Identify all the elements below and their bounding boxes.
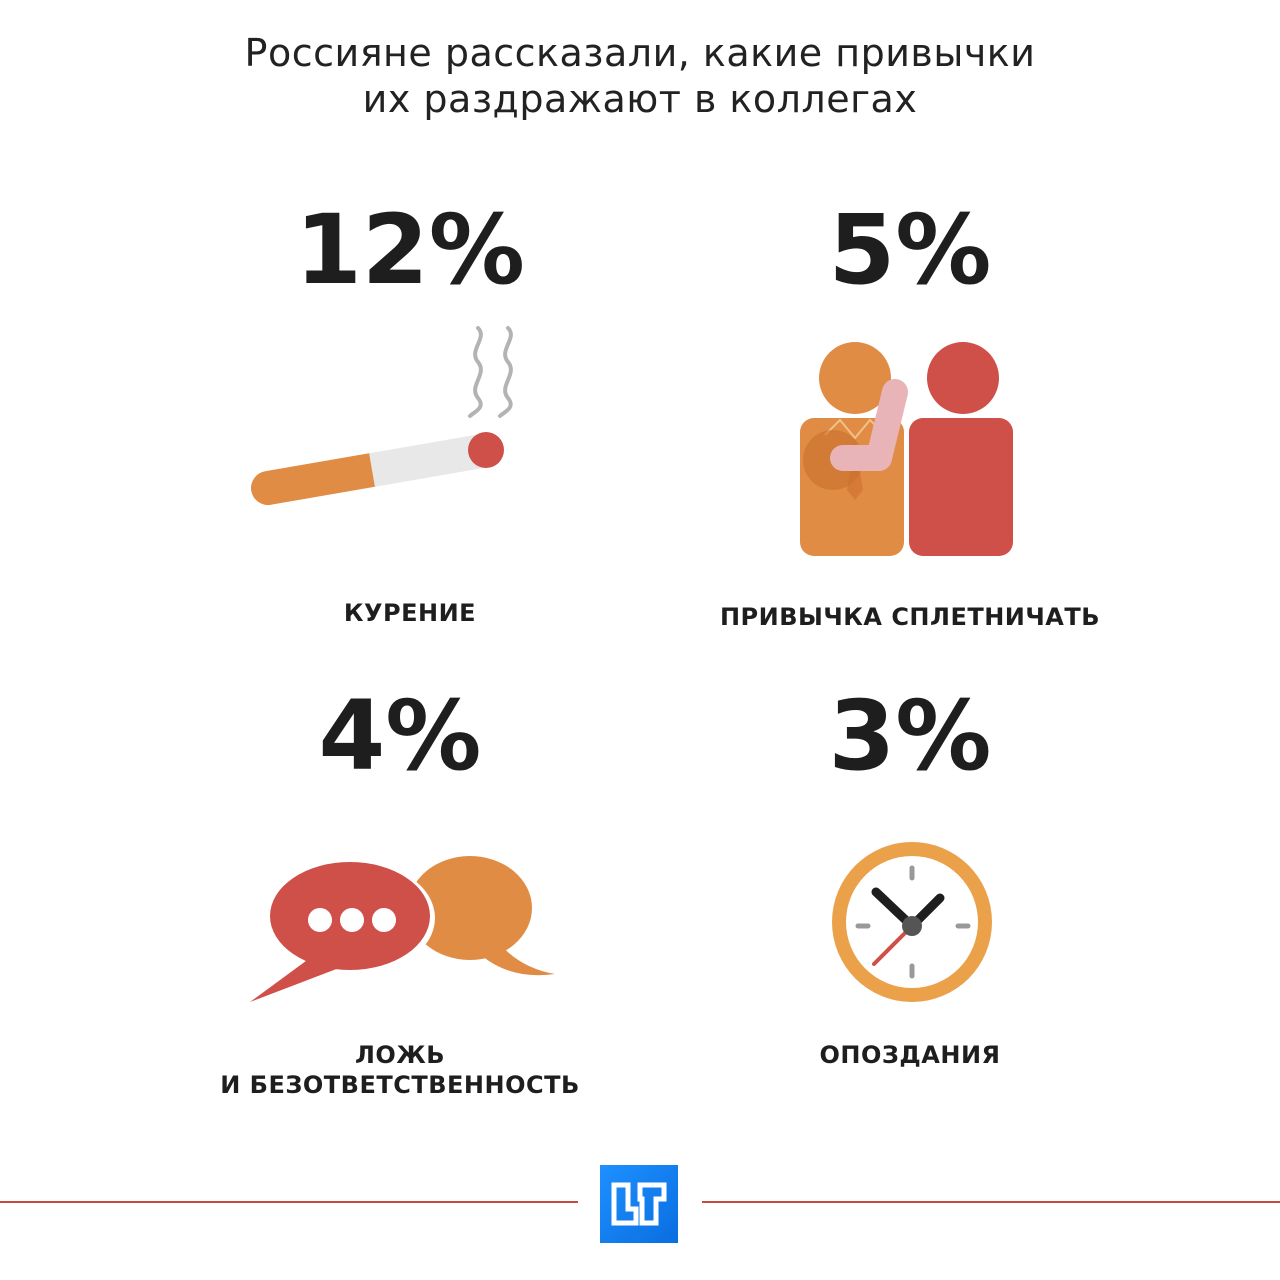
clock-icon bbox=[832, 842, 992, 1002]
stat-percent: 3% bbox=[828, 680, 992, 792]
stat-smoking: 12% КУРЕНИЕ bbox=[150, 190, 670, 650]
stat-label-line: КУРЕНИЕ bbox=[343, 599, 477, 627]
stat-label-line: ЛОЖЬ bbox=[354, 1041, 445, 1069]
stat-label: ОПОЗДАНИЯ bbox=[650, 1040, 1170, 1070]
stat-percent: 4% bbox=[318, 680, 482, 792]
stat-gossip: 5% ПРИВЫЧКА СПЛЕТНИЧАТЬ bbox=[650, 190, 1170, 650]
news-logo-icon bbox=[600, 1165, 678, 1243]
stat-label-line: И БЕЗОТВЕТСТВЕННОСТЬ bbox=[220, 1071, 580, 1099]
cigarette-icon bbox=[251, 326, 513, 505]
title-line-2: их раздражают в коллегах bbox=[362, 77, 918, 121]
stat-label-line: ОПОЗДАНИЯ bbox=[819, 1041, 1001, 1069]
gossip-people-icon bbox=[800, 342, 1013, 556]
stat-lies: 4% ЛОЖЬ И БЕЗОТВЕТСТВЕННОСТЬ bbox=[140, 680, 660, 1110]
stat-label-line: ПРИВЫЧКА СПЛЕТНИЧАТЬ bbox=[719, 603, 1101, 631]
footer-rule-left bbox=[0, 1201, 578, 1203]
footer-rule-right bbox=[702, 1201, 1280, 1203]
stat-label: ПРИВЫЧКА СПЛЕТНИЧАТЬ bbox=[650, 602, 1170, 632]
stat-lateness: 3% ОПОЗДАНИЯ bbox=[650, 680, 1170, 1110]
title-line-1: Россияне рассказали, какие привычки bbox=[244, 31, 1036, 75]
stat-percent: 5% bbox=[828, 194, 992, 306]
stat-label: КУРЕНИЕ bbox=[150, 598, 670, 628]
stat-label: ЛОЖЬ И БЕЗОТВЕТСТВЕННОСТЬ bbox=[140, 1040, 660, 1100]
speech-bubbles-icon bbox=[250, 856, 555, 1002]
stat-percent: 12% bbox=[295, 194, 525, 306]
page-title: Россияне рассказали, какие привычки их р… bbox=[0, 30, 1280, 122]
